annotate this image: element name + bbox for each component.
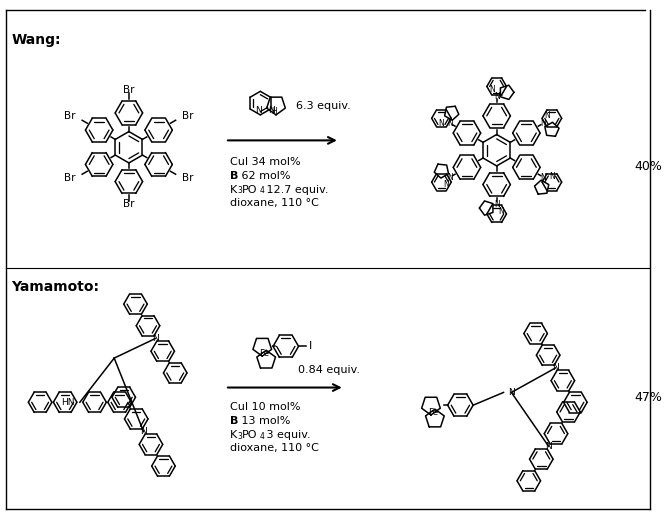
Text: 40%: 40%	[634, 160, 662, 173]
Text: 13 mol%: 13 mol%	[238, 416, 290, 426]
Text: 4: 4	[259, 432, 264, 441]
Text: Fe: Fe	[259, 348, 269, 358]
Text: N: N	[494, 200, 500, 209]
Text: Br: Br	[182, 112, 194, 122]
Text: N: N	[541, 173, 546, 182]
Text: 12.7 equiv.: 12.7 equiv.	[263, 184, 329, 194]
Text: N: N	[489, 85, 495, 94]
Text: Br: Br	[64, 112, 75, 122]
Text: B: B	[230, 416, 238, 426]
Text: K: K	[230, 184, 237, 194]
Text: N: N	[494, 92, 500, 101]
Text: Br: Br	[182, 173, 194, 183]
Text: N: N	[498, 207, 504, 216]
Text: PO: PO	[242, 184, 257, 194]
Text: Br: Br	[64, 173, 75, 183]
Text: N: N	[255, 106, 262, 115]
Text: 3 equiv.: 3 equiv.	[263, 430, 311, 440]
Text: N: N	[549, 172, 555, 181]
Text: 3: 3	[238, 187, 242, 195]
Text: 6.3 equiv.: 6.3 equiv.	[296, 101, 350, 111]
Text: Br: Br	[123, 199, 135, 209]
Text: N: N	[152, 334, 159, 343]
Text: CuI 34 mol%: CuI 34 mol%	[230, 157, 300, 167]
Text: 0.84 equiv.: 0.84 equiv.	[298, 365, 360, 375]
Text: N: N	[541, 119, 546, 128]
Text: HN: HN	[61, 398, 75, 407]
Text: Fe: Fe	[428, 408, 438, 417]
Text: 4: 4	[259, 187, 264, 195]
Text: H: H	[271, 107, 277, 116]
Text: 62 mol%: 62 mol%	[238, 171, 290, 181]
Text: N: N	[544, 111, 550, 120]
Text: N: N	[545, 442, 552, 451]
Text: N: N	[508, 388, 515, 397]
Text: K: K	[230, 430, 237, 440]
Text: PO: PO	[242, 430, 257, 440]
Text: CuI 10 mol%: CuI 10 mol%	[230, 402, 300, 412]
Text: Wang:: Wang:	[11, 32, 61, 47]
Text: N: N	[141, 427, 147, 436]
Text: 3: 3	[238, 432, 242, 441]
Text: N: N	[439, 119, 444, 128]
Text: N: N	[447, 119, 453, 128]
Text: N: N	[268, 106, 274, 115]
Text: Br: Br	[123, 85, 135, 95]
Text: Yamamoto:: Yamamoto:	[11, 280, 99, 293]
Text: N: N	[444, 180, 449, 189]
Text: dioxane, 110 °C: dioxane, 110 °C	[230, 443, 319, 453]
Text: N: N	[552, 364, 559, 373]
Text: 47%: 47%	[634, 391, 662, 404]
Text: dioxane, 110 °C: dioxane, 110 °C	[230, 198, 319, 208]
Text: N: N	[447, 173, 453, 182]
Text: B: B	[230, 171, 238, 181]
Text: I: I	[309, 341, 312, 352]
